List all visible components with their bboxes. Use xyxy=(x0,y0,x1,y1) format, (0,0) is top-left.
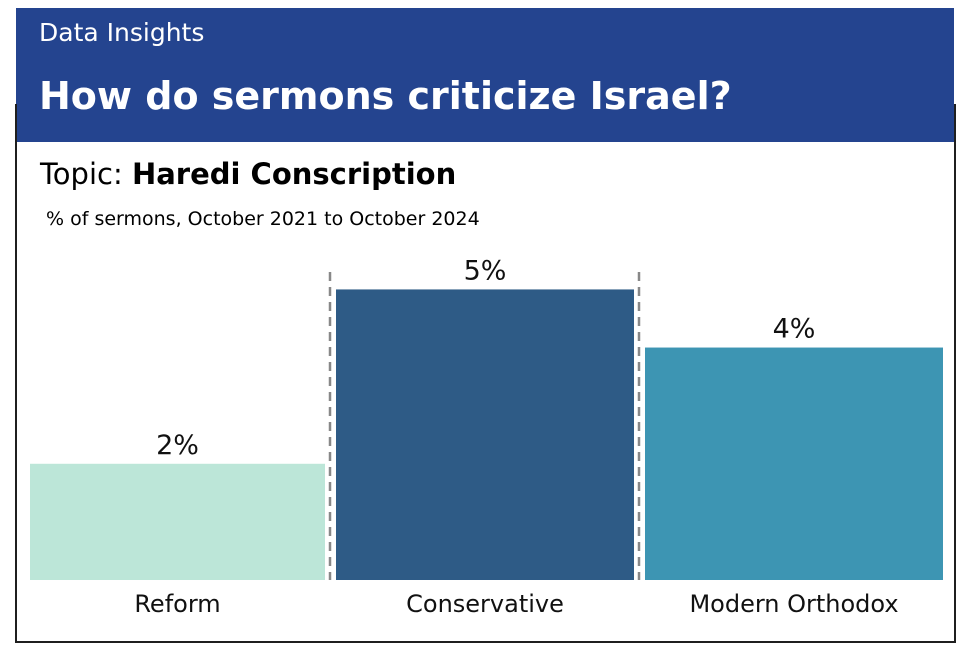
category-label-conservative: Conservative xyxy=(406,590,564,618)
chart-card xyxy=(15,104,956,643)
category-label-reform: Reform xyxy=(134,590,220,618)
value-label-modern-orthodox: 4% xyxy=(773,314,816,345)
bar-conservative xyxy=(336,289,634,580)
bar-modern-orthodox xyxy=(645,347,943,580)
topic-prefix: Topic: xyxy=(40,157,132,191)
topic-name: Haredi Conscription xyxy=(131,157,457,191)
value-label-reform: 2% xyxy=(156,430,199,461)
value-label-conservative: 5% xyxy=(464,255,507,286)
kicker-label: Data Insights xyxy=(39,18,205,47)
chart-subtitle: % of sermons, October 2021 to October 20… xyxy=(46,208,480,230)
bar-reform xyxy=(30,463,325,580)
chart-topic: Topic: Haredi Conscription xyxy=(40,157,456,191)
page-title: How do sermons criticize Israel? xyxy=(39,74,732,118)
header-banner: Data Insights How do sermons criticize I… xyxy=(16,8,954,142)
category-label-modern-orthodox: Modern Orthodox xyxy=(689,590,898,618)
